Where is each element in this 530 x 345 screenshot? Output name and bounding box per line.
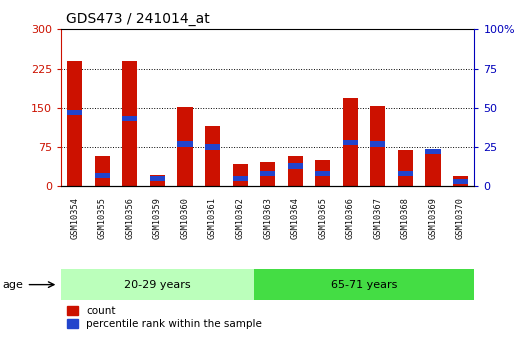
Bar <box>178 107 192 186</box>
Bar <box>370 106 385 186</box>
Bar <box>453 176 468 186</box>
Bar <box>254 269 474 300</box>
Text: GSM10365: GSM10365 <box>319 197 327 239</box>
Bar <box>233 176 248 181</box>
Text: GSM10364: GSM10364 <box>291 197 299 239</box>
Text: GSM10354: GSM10354 <box>70 197 79 239</box>
Bar <box>260 171 275 176</box>
Bar <box>67 61 82 186</box>
Bar <box>178 141 192 147</box>
Text: GSM10361: GSM10361 <box>208 197 217 239</box>
Text: 65-71 years: 65-71 years <box>331 280 398 289</box>
Bar <box>260 162 275 186</box>
Text: GDS473 / 241014_at: GDS473 / 241014_at <box>66 12 210 26</box>
Bar <box>150 176 165 181</box>
Text: GSM10356: GSM10356 <box>126 197 134 239</box>
Bar <box>315 160 330 186</box>
Bar <box>205 145 220 150</box>
Text: GSM10355: GSM10355 <box>98 197 107 239</box>
Text: GSM10369: GSM10369 <box>429 197 437 239</box>
Text: GSM10370: GSM10370 <box>456 197 465 239</box>
Bar <box>315 171 330 176</box>
Text: GSM10367: GSM10367 <box>374 197 382 239</box>
Bar <box>343 98 358 186</box>
Bar <box>67 110 82 115</box>
Bar <box>95 157 110 186</box>
Legend: count, percentile rank within the sample: count, percentile rank within the sample <box>66 305 263 330</box>
Bar <box>288 163 303 168</box>
Bar <box>233 164 248 186</box>
Bar <box>370 141 385 147</box>
Text: age: age <box>3 280 23 289</box>
Bar <box>61 269 254 300</box>
Text: GSM10368: GSM10368 <box>401 197 410 239</box>
Text: GSM10362: GSM10362 <box>236 197 244 239</box>
Bar <box>95 173 110 178</box>
Text: GSM10360: GSM10360 <box>181 197 189 239</box>
Text: GSM10363: GSM10363 <box>263 197 272 239</box>
Bar <box>205 126 220 186</box>
Text: GSM10359: GSM10359 <box>153 197 162 239</box>
Bar <box>343 140 358 145</box>
Bar <box>398 150 413 186</box>
Bar <box>426 149 440 186</box>
Bar <box>398 171 413 176</box>
Text: 20-29 years: 20-29 years <box>124 280 191 289</box>
Bar <box>426 149 440 154</box>
Bar <box>122 116 137 121</box>
Bar <box>150 175 165 186</box>
Bar <box>288 157 303 186</box>
Bar <box>453 179 468 184</box>
Text: GSM10366: GSM10366 <box>346 197 355 239</box>
Bar <box>122 61 137 186</box>
